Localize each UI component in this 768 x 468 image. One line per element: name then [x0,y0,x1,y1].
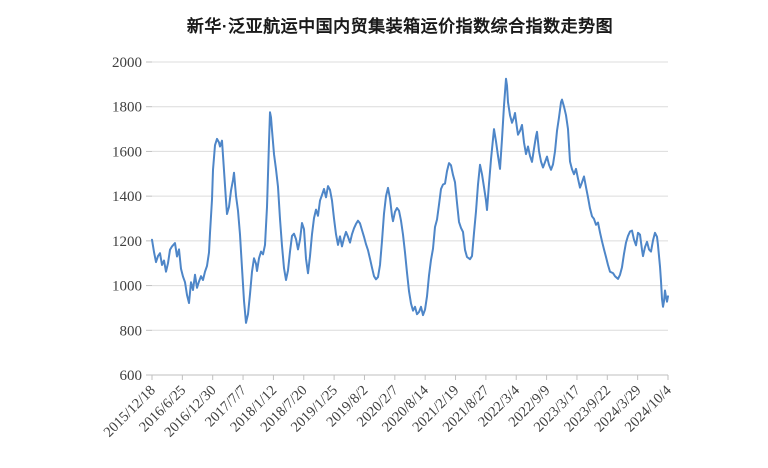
index-series-line [151,77,669,324]
y-tick-label: 1800 [112,100,142,116]
y-tick-label: 1000 [112,279,142,295]
y-tick-label: 1400 [112,189,142,205]
y-tick-label: 1600 [112,144,142,160]
y-tick-label: 800 [120,323,143,339]
y-tick-label: 600 [120,368,143,384]
y-tick-label: 2000 [112,55,142,71]
y-tick-label: 1200 [112,234,142,250]
chart-title: 新华·泛亚航运中国内贸集装箱运价指数综合指数走势图 [186,17,614,36]
